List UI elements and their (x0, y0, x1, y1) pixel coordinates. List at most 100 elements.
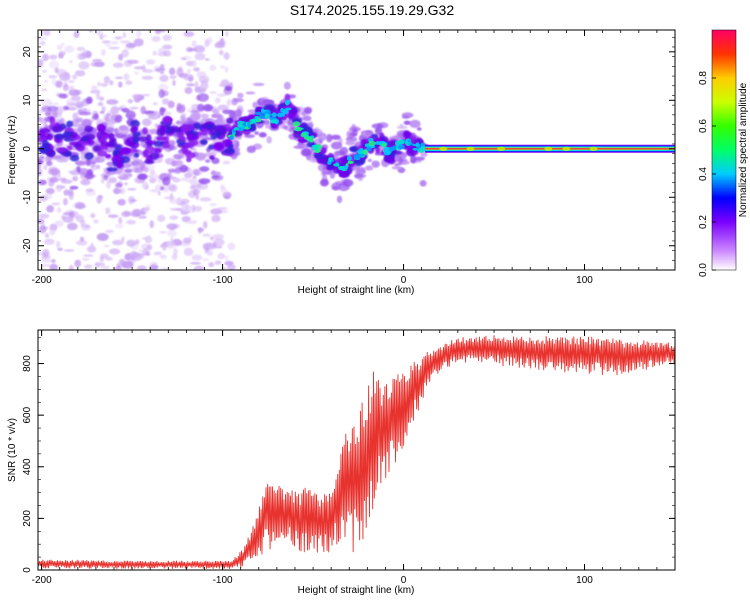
band-blob (394, 163, 401, 167)
noise-blob (97, 101, 104, 107)
noise-blob (38, 195, 48, 202)
core-blob (185, 152, 196, 159)
snr-ytick-label: 800 (22, 355, 33, 372)
core-blob (49, 116, 56, 125)
band-blob (114, 114, 123, 123)
band-blob (246, 145, 256, 154)
noise-blob (55, 80, 63, 88)
band-blob (319, 178, 329, 187)
noise-blob (108, 46, 120, 50)
band-blob (72, 175, 79, 182)
band-blob (409, 119, 421, 129)
band-blob (167, 100, 175, 109)
noise-blob (204, 247, 209, 254)
snr-ytick-label: 0 (22, 567, 33, 573)
noise-blob (55, 240, 61, 249)
noise-blob (210, 236, 214, 241)
band-blob (143, 110, 155, 114)
steady-line-spot (589, 146, 598, 151)
noise-blob (197, 227, 202, 235)
colorbar-tick-label: 0.2 (698, 215, 709, 229)
noise-blob (96, 232, 109, 241)
noise-blob (118, 258, 126, 266)
noise-blob (45, 187, 55, 195)
snr-ytick-label: 600 (22, 406, 33, 423)
spectrogram-ytick-label: 10 (22, 94, 33, 106)
band-blob (160, 186, 165, 191)
noise-blob (171, 253, 178, 261)
noise-blob (194, 52, 206, 61)
colorbar-ticks: 0.0 0.2 0.4 0.6 0.8 (698, 71, 716, 277)
band-blob (143, 167, 149, 173)
noise-blob (161, 242, 167, 251)
hot-blob (229, 135, 234, 141)
noise-blob (81, 224, 92, 231)
band-blob (46, 160, 53, 167)
band-blob (49, 168, 61, 175)
noise-blob (76, 46, 86, 52)
noise-blob (46, 205, 55, 213)
noise-blob (141, 181, 149, 190)
noise-blob (223, 52, 230, 60)
noise-blob (200, 82, 209, 90)
snr-xlabel: Height of straight line (km) (298, 585, 415, 596)
noise-blob (69, 59, 73, 64)
noise-blob (48, 101, 53, 106)
band-blob (199, 166, 210, 172)
core-blob (314, 153, 325, 159)
band-blob (264, 124, 273, 129)
noise-blob (114, 76, 124, 80)
noise-blob (133, 38, 144, 47)
noise-blob (94, 262, 106, 267)
noise-blob (173, 247, 178, 256)
noise-blob (217, 207, 228, 210)
noise-blob (79, 236, 85, 242)
core-blob (238, 116, 248, 122)
noise-blob (101, 176, 105, 184)
noise-blob (224, 66, 229, 73)
core-blob (153, 147, 162, 154)
colorbar-tick-label: 0.6 (698, 119, 709, 133)
band-blob (91, 115, 99, 121)
colorbar: 0.0 0.2 0.4 0.6 0.8 Normalized spectral ampl… (698, 29, 749, 277)
noise-blob (144, 235, 153, 244)
noise-blob (210, 208, 222, 215)
noise-blob (44, 79, 48, 83)
hot-blob (375, 141, 381, 145)
core-blob (108, 133, 115, 140)
core-blob (156, 135, 167, 141)
noise-blob (88, 30, 93, 33)
noise-blob (166, 229, 177, 238)
band-blob (158, 89, 165, 99)
band-blob (195, 152, 207, 161)
noise-blob (90, 242, 94, 250)
band-blob (401, 112, 414, 119)
hot-blob (407, 139, 412, 143)
band-blob (245, 91, 256, 95)
core-blob (161, 115, 172, 125)
spectrogram-ytick-label: -20 (22, 238, 33, 253)
hot-blob (285, 107, 292, 111)
spectrogram-xtick-label: 100 (576, 275, 593, 286)
band-blob (38, 179, 47, 186)
band-blob (117, 126, 130, 135)
noise-blob (56, 207, 62, 214)
noise-blob (204, 58, 210, 61)
noise-blob (39, 226, 49, 230)
band-blob (217, 118, 227, 125)
noise-blob (63, 71, 70, 79)
noise-blob (62, 216, 74, 223)
core-blob (209, 155, 215, 160)
heatmap-blobs (38, 30, 430, 270)
noise-blob (225, 31, 229, 37)
noise-blob (94, 61, 105, 68)
hot-blob (366, 146, 372, 152)
noise-blob (106, 180, 112, 189)
noise-blob (187, 48, 197, 52)
band-blob (396, 125, 408, 130)
noise-blob (73, 211, 79, 220)
noise-blob (78, 61, 90, 70)
noise-blob (42, 249, 50, 258)
noise-blob (51, 202, 61, 206)
core-blob (143, 159, 155, 165)
